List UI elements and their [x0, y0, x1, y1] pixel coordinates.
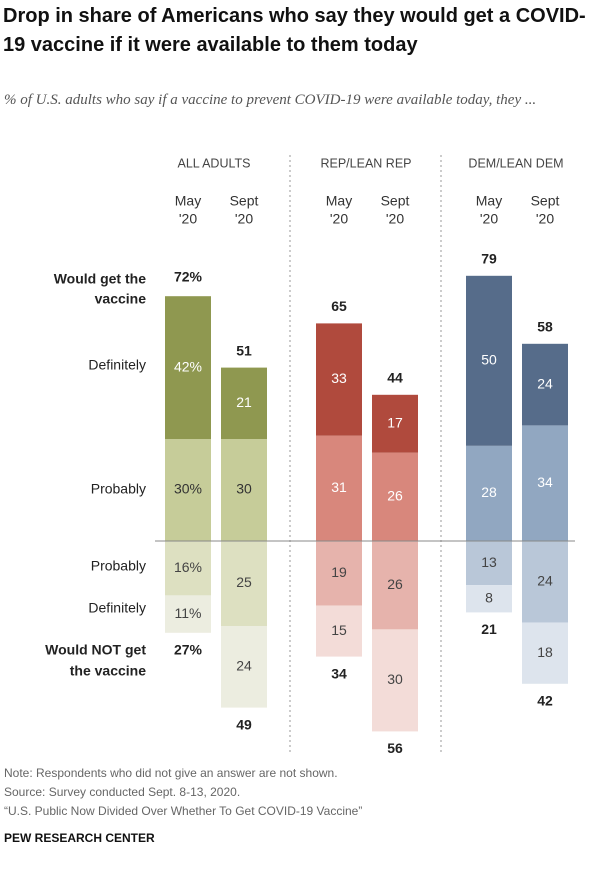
row-label-probably-get: Probably	[91, 481, 146, 497]
label-definitely-get-rep-0: 33	[331, 370, 347, 386]
row-label-would-get: vaccine	[95, 291, 147, 307]
group-header-all: ALL ADULTS	[178, 156, 251, 170]
bar-probably-get-rep-0	[316, 435, 362, 541]
bar-definitely-get-dem-1	[522, 343, 568, 426]
bar-definitely-get-all-1	[221, 367, 267, 439]
period-label-rep-1: Sept	[381, 193, 410, 209]
bar-probably-get-all-1	[221, 439, 267, 541]
chart-source: Source: Survey conducted Sept. 8-13, 202…	[4, 785, 241, 799]
chart-note: Note: Respondents who did not give an an…	[4, 766, 338, 780]
bar-probably-not-rep-0	[316, 541, 362, 606]
period-label-all-0: May	[175, 193, 201, 209]
label-probably-get-rep-0: 31	[331, 479, 347, 495]
bar-definitely-not-dem-0	[466, 585, 512, 613]
label-probably-not-rep-1: 26	[387, 576, 403, 592]
total-would-not-get-dem-0: 21	[481, 621, 497, 637]
bar-definitely-get-rep-0	[316, 323, 362, 436]
label-probably-get-dem-0: 28	[481, 484, 497, 500]
total-would-get-dem-0: 79	[481, 251, 497, 267]
period-label-all-0: '20	[179, 211, 197, 227]
period-label-dem-0: May	[476, 193, 502, 209]
bar-probably-get-dem-1	[522, 425, 568, 541]
label-probably-not-all-0: 16%	[174, 559, 202, 575]
bar-definitely-not-rep-1	[372, 629, 418, 732]
row-label-would-not-get: the vaccine	[70, 663, 146, 679]
period-label-dem-1: '20	[536, 211, 554, 227]
row-label-definitely-get: Definitely	[88, 357, 146, 373]
bar-probably-get-all-0	[165, 439, 211, 541]
bar-probably-not-rep-1	[372, 541, 418, 630]
period-label-all-1: Sept	[230, 193, 259, 209]
bar-definitely-not-all-0	[165, 595, 211, 633]
report-title: “U.S. Public Now Divided Over Whether To…	[4, 804, 363, 818]
period-label-rep-0: May	[326, 193, 352, 209]
total-would-not-get-all-0: 27%	[174, 642, 203, 658]
bar-probably-get-rep-1	[372, 452, 418, 541]
total-would-get-dem-1: 58	[537, 319, 553, 335]
bar-definitely-not-rep-0	[316, 605, 362, 657]
label-definitely-not-all-1: 24	[236, 658, 252, 674]
bar-definitely-not-dem-1	[522, 622, 568, 684]
total-would-not-get-dem-1: 42	[537, 693, 553, 709]
label-probably-not-rep-0: 19	[331, 564, 347, 580]
period-label-rep-0: '20	[330, 211, 348, 227]
label-probably-get-all-1: 30	[236, 481, 252, 497]
row-label-would-not-get: Would NOT get	[45, 642, 146, 658]
row-label-probably-not: Probably	[91, 558, 146, 574]
total-would-not-get-all-1: 49	[236, 716, 252, 732]
label-definitely-get-all-0: 42%	[174, 358, 202, 374]
bar-definitely-get-dem-0	[466, 275, 512, 446]
total-would-get-rep-0: 65	[331, 298, 347, 314]
row-label-would-get: Would get the	[54, 271, 146, 287]
label-definitely-not-dem-1: 18	[537, 644, 553, 660]
group-header-dem: DEM/LEAN DEM	[468, 156, 563, 170]
label-definitely-get-dem-1: 24	[537, 375, 553, 391]
bar-definitely-get-all-0	[165, 296, 211, 439]
bar-probably-not-all-1	[221, 541, 267, 626]
label-probably-get-rep-1: 26	[387, 488, 403, 504]
label-definitely-get-all-1: 21	[236, 394, 252, 410]
label-definitely-not-dem-0: 8	[485, 590, 493, 606]
bar-probably-not-dem-1	[522, 541, 568, 623]
period-label-dem-0: '20	[480, 211, 498, 227]
label-definitely-get-dem-0: 50	[481, 352, 497, 368]
total-would-not-get-rep-0: 34	[331, 665, 347, 681]
label-probably-get-all-0: 30%	[174, 481, 202, 497]
label-definitely-not-rep-1: 30	[387, 671, 403, 687]
row-label-definitely-not: Definitely	[88, 600, 146, 616]
label-definitely-get-rep-1: 17	[387, 414, 403, 430]
group-header-rep: REP/LEAN REP	[320, 156, 411, 170]
period-label-rep-1: '20	[386, 211, 404, 227]
bar-probably-not-all-0	[165, 541, 211, 596]
total-would-get-rep-1: 44	[387, 370, 403, 386]
bar-probably-get-dem-0	[466, 445, 512, 541]
period-label-all-1: '20	[235, 211, 253, 227]
label-probably-not-all-1: 25	[236, 574, 252, 590]
period-label-dem-1: Sept	[531, 193, 560, 209]
bar-probably-not-dem-0	[466, 541, 512, 586]
label-definitely-not-rep-0: 15	[331, 622, 347, 638]
brand-logo-text: PEW RESEARCH CENTER	[4, 831, 155, 845]
total-would-get-all-0: 72%	[174, 269, 203, 285]
bar-definitely-not-all-1	[221, 626, 267, 708]
bar-definitely-get-rep-1	[372, 394, 418, 453]
chart-title: Drop in share of Americans who say they …	[3, 5, 586, 56]
total-would-get-all-1: 51	[236, 342, 252, 358]
label-probably-not-dem-0: 13	[481, 554, 497, 570]
chart-subtitle: % of U.S. adults who say if a vaccine to…	[4, 92, 537, 108]
label-probably-get-dem-1: 34	[537, 474, 553, 490]
label-probably-not-dem-1: 24	[537, 573, 553, 589]
label-definitely-not-all-0: 11%	[175, 605, 202, 621]
total-would-not-get-rep-1: 56	[387, 740, 403, 756]
